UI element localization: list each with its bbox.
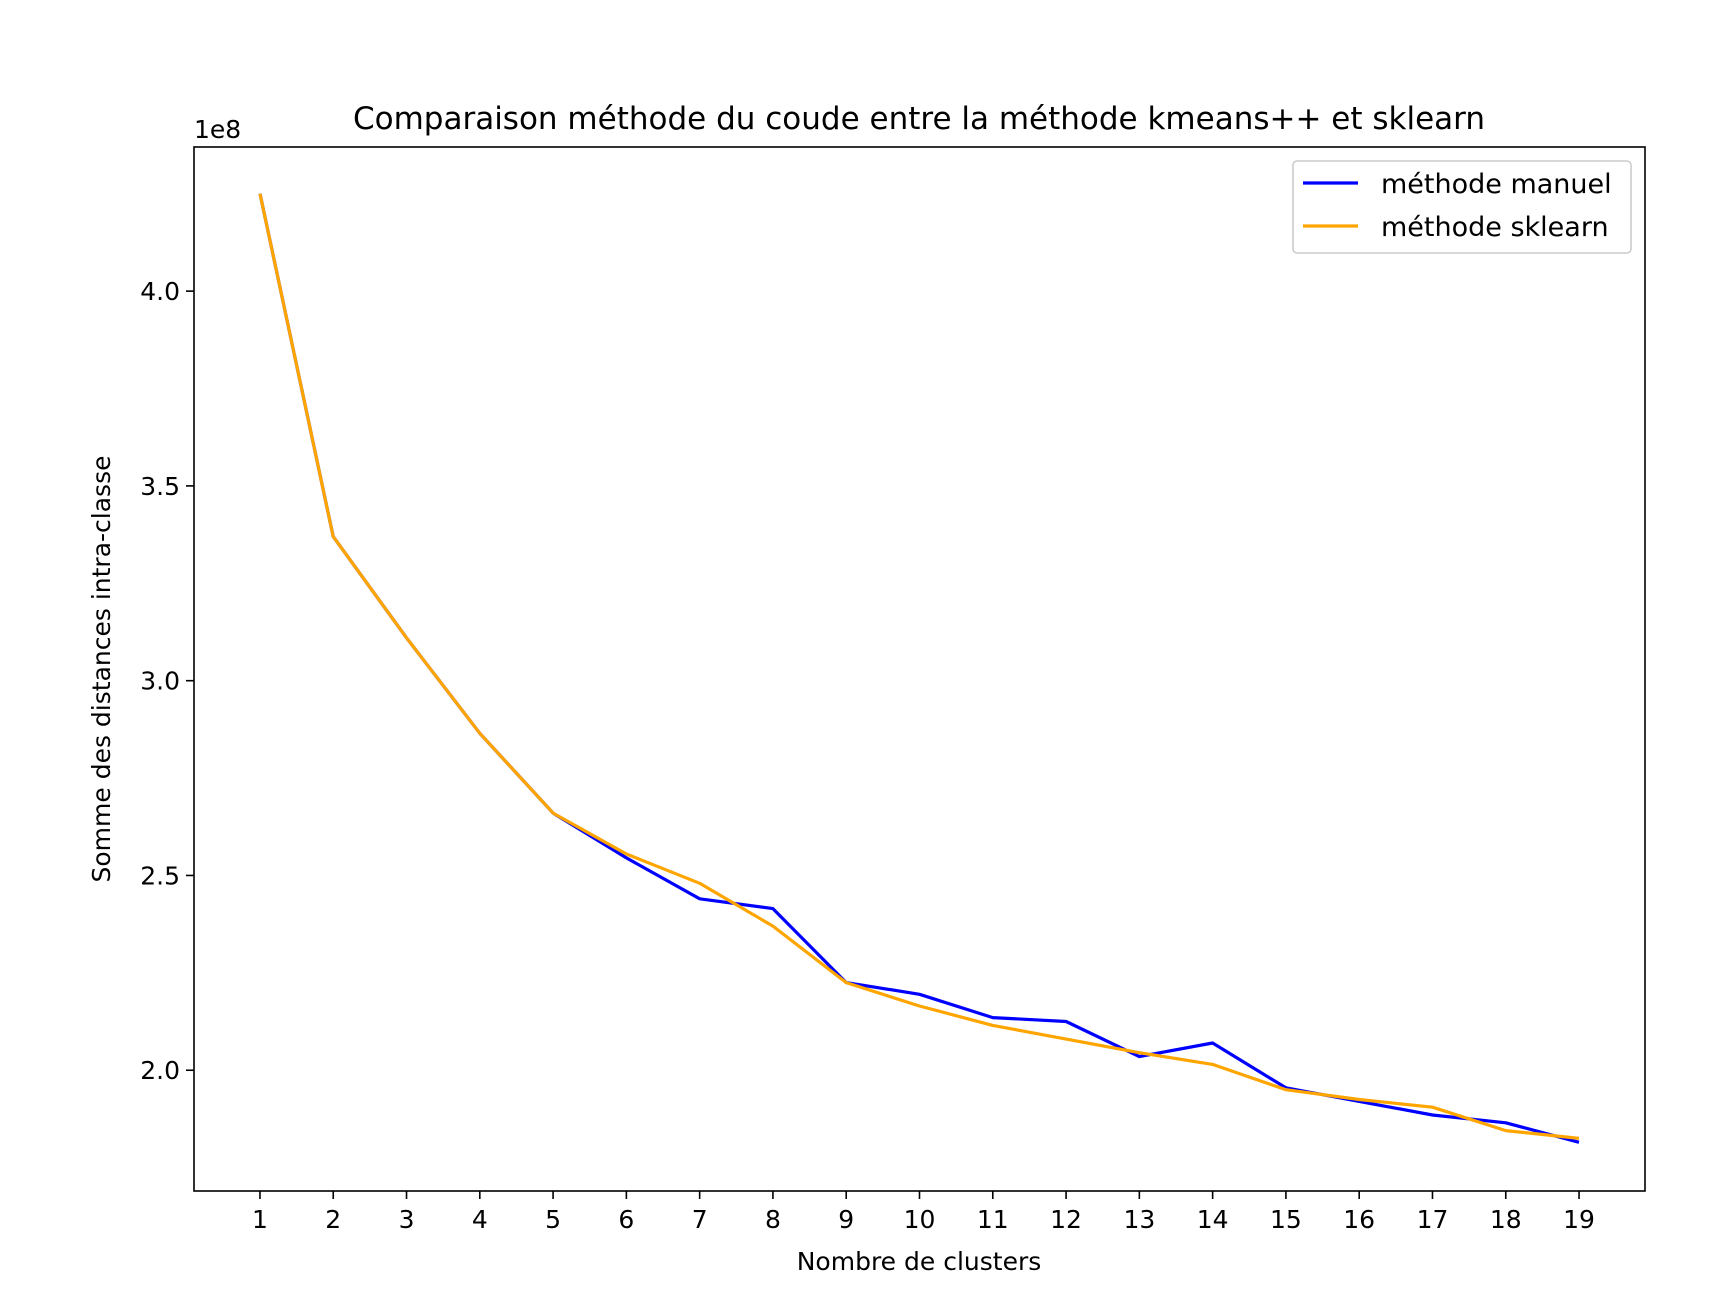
x-tick-label: 2 (325, 1205, 341, 1234)
series-layer (258, 193, 1580, 1144)
chart-title: Comparaison méthode du coude entre la mé… (353, 101, 1485, 137)
x-tick-label: 4 (472, 1205, 488, 1234)
x-tick-label: 9 (838, 1205, 854, 1234)
legend-box (1292, 160, 1632, 254)
series-line-2 (258, 193, 1580, 1140)
x-axis-label: Nombre de clusters (797, 1247, 1042, 1276)
y-axis-label: Somme des distances intra-classe (87, 456, 116, 883)
y-offset-label: 1e8 (194, 115, 241, 144)
y-tick-label: 2.0 (140, 1056, 180, 1085)
x-tick-label: 17 (1417, 1205, 1449, 1234)
x-tick-label: 15 (1270, 1205, 1302, 1234)
x-tick-label: 13 (1123, 1205, 1155, 1234)
x-tick-label: 5 (545, 1205, 561, 1234)
y-tick-label: 4.0 (140, 277, 180, 306)
x-tick-label: 19 (1563, 1205, 1595, 1234)
x-tick-label: 6 (618, 1205, 634, 1234)
y-tick-label: 2.5 (140, 861, 180, 890)
legend-entry-label: méthode manuel (1381, 169, 1612, 200)
y-tick-label: 3.5 (140, 472, 180, 501)
x-axis: 1 2 3 4 5 6 7 8 9 10 11 12 13 14 15 16 17 18 19 (252, 1191, 1595, 1234)
x-tick-label: 18 (1490, 1205, 1522, 1234)
y-axis: 2.0 2.5 3.0 3.5 4.0 (140, 277, 194, 1085)
x-tick-label: 11 (977, 1205, 1009, 1234)
x-tick-label: 14 (1197, 1205, 1229, 1234)
x-tick-label: 16 (1343, 1205, 1375, 1234)
x-tick-label: 1 (252, 1205, 268, 1234)
x-tick-label: 7 (692, 1205, 708, 1234)
x-tick-label: 10 (904, 1205, 936, 1234)
x-tick-label: 8 (765, 1205, 781, 1234)
legend-entry-label: méthode sklearn (1381, 212, 1609, 243)
x-tick-label: 12 (1050, 1205, 1082, 1234)
x-tick-label: 3 (399, 1205, 415, 1234)
legend: méthode manuel méthode sklearn (1292, 160, 1632, 254)
y-tick-label: 3.0 (140, 667, 180, 696)
